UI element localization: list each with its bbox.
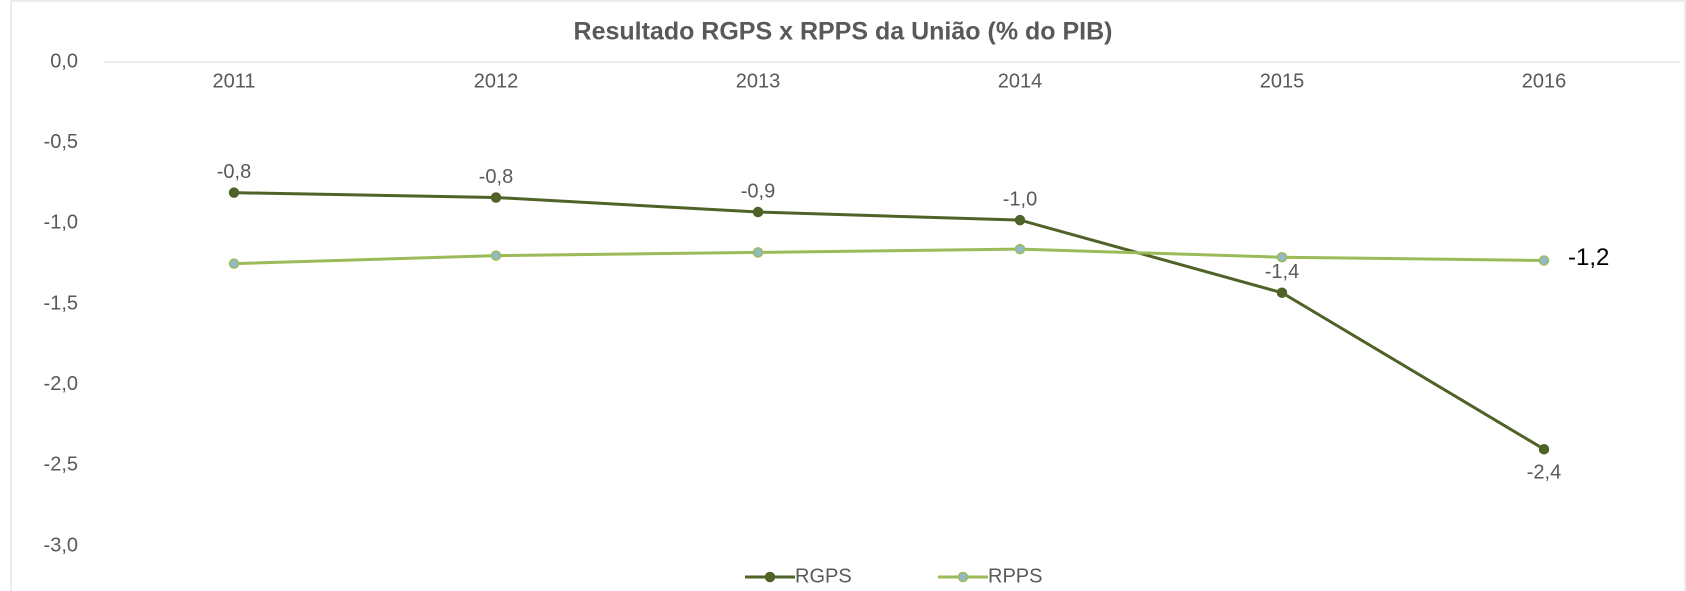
marker: [752, 247, 764, 258]
y-tick-label: -0,5: [44, 131, 78, 153]
marker: [490, 250, 502, 261]
x-tick-label: 2011: [212, 70, 255, 92]
y-tick-label: -1,0: [44, 212, 78, 234]
y-tick-label: -2,5: [44, 454, 78, 476]
marker: [1276, 251, 1288, 263]
line-rpps: [233, 247, 1545, 266]
marker: [1538, 255, 1550, 266]
data-label: -0,9: [741, 180, 775, 202]
x-tick-label: 2015: [1260, 70, 1305, 92]
marker: [752, 206, 764, 218]
data-label: -1,2: [1568, 244, 1609, 271]
marker: [1538, 443, 1550, 455]
legend-marker: [957, 571, 969, 583]
y-tick-label: -2,0: [44, 373, 78, 395]
data-label: -1,0: [1003, 188, 1037, 210]
marker: [228, 258, 240, 269]
data-label: -0,8: [217, 161, 251, 183]
data-label: -0,8: [479, 166, 513, 188]
marker: [490, 192, 502, 203]
y-tick-label: -3,0: [44, 534, 78, 556]
chart-title: Resultado RGPS x RPPS da União (% do PIB…: [574, 18, 1113, 46]
marker: [1014, 214, 1026, 226]
y-tick-label: 0,0: [50, 50, 78, 72]
legend-marker: [764, 571, 776, 583]
legend-label: RPPS: [988, 565, 1042, 587]
x-tick-label: 2014: [998, 70, 1043, 92]
legend-label: RGPS: [795, 565, 852, 587]
data-label: -1,4: [1265, 261, 1299, 283]
marker: [228, 187, 240, 198]
line-rgps: [233, 191, 1545, 451]
y-tick-label: -1,5: [44, 292, 78, 314]
marker: [1014, 243, 1026, 255]
x-tick-label: 2013: [736, 70, 781, 92]
marker: [1276, 287, 1288, 298]
chart-frame: [10, 0, 1686, 591]
x-tick-label: 2016: [1522, 70, 1567, 92]
x-tick-label: 2012: [474, 70, 519, 92]
data-label: -2,4: [1527, 461, 1561, 483]
